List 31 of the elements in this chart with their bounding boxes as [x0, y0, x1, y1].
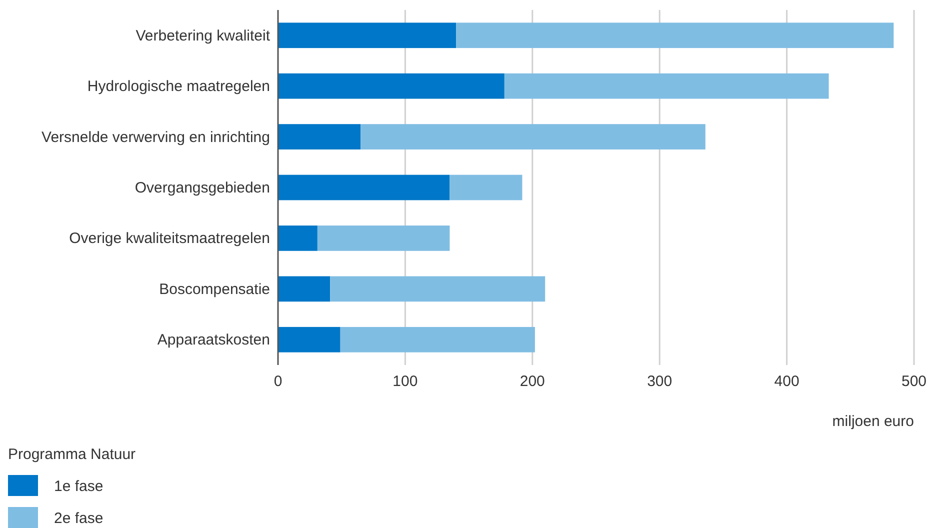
y-tick-label: Versnelde verwerving en inrichting [42, 128, 270, 146]
bar [456, 22, 894, 48]
legend-label: 1e fase [54, 478, 104, 495]
bar [278, 124, 361, 150]
x-axis-title: miljoen euro [832, 413, 914, 430]
bar [340, 326, 535, 352]
y-tick-label: Overgangsgebieden [134, 180, 270, 196]
y-tick-label: Boscompensatie [159, 280, 270, 298]
x-tick-label: 0 [274, 373, 282, 390]
bar [278, 73, 504, 99]
bar [450, 174, 522, 200]
y-tick-label: Hydrologische maatregelen [87, 78, 270, 96]
x-tick-label: 200 [520, 373, 545, 390]
x-tick-label: 500 [901, 373, 927, 390]
legend-label: 2e fase [54, 510, 104, 527]
y-tick-label: Apparaatskosten [157, 332, 270, 349]
bar [504, 73, 829, 99]
x-tick-label: 100 [392, 373, 418, 390]
bar [330, 276, 546, 302]
bar [317, 226, 450, 251]
bar [278, 174, 450, 200]
bar [278, 276, 330, 302]
bar [278, 326, 340, 352]
x-tick-label: 400 [774, 373, 800, 390]
x-tick-label: 300 [647, 373, 672, 390]
bar [278, 22, 456, 48]
y-tick-label: Verbetering kwaliteit [136, 27, 271, 44]
y-tick-label: Overige kwaliteitsmaatregelen [69, 230, 270, 248]
bar [278, 226, 318, 251]
bar [360, 124, 706, 150]
legend-title: Programma Natuur [8, 446, 136, 463]
